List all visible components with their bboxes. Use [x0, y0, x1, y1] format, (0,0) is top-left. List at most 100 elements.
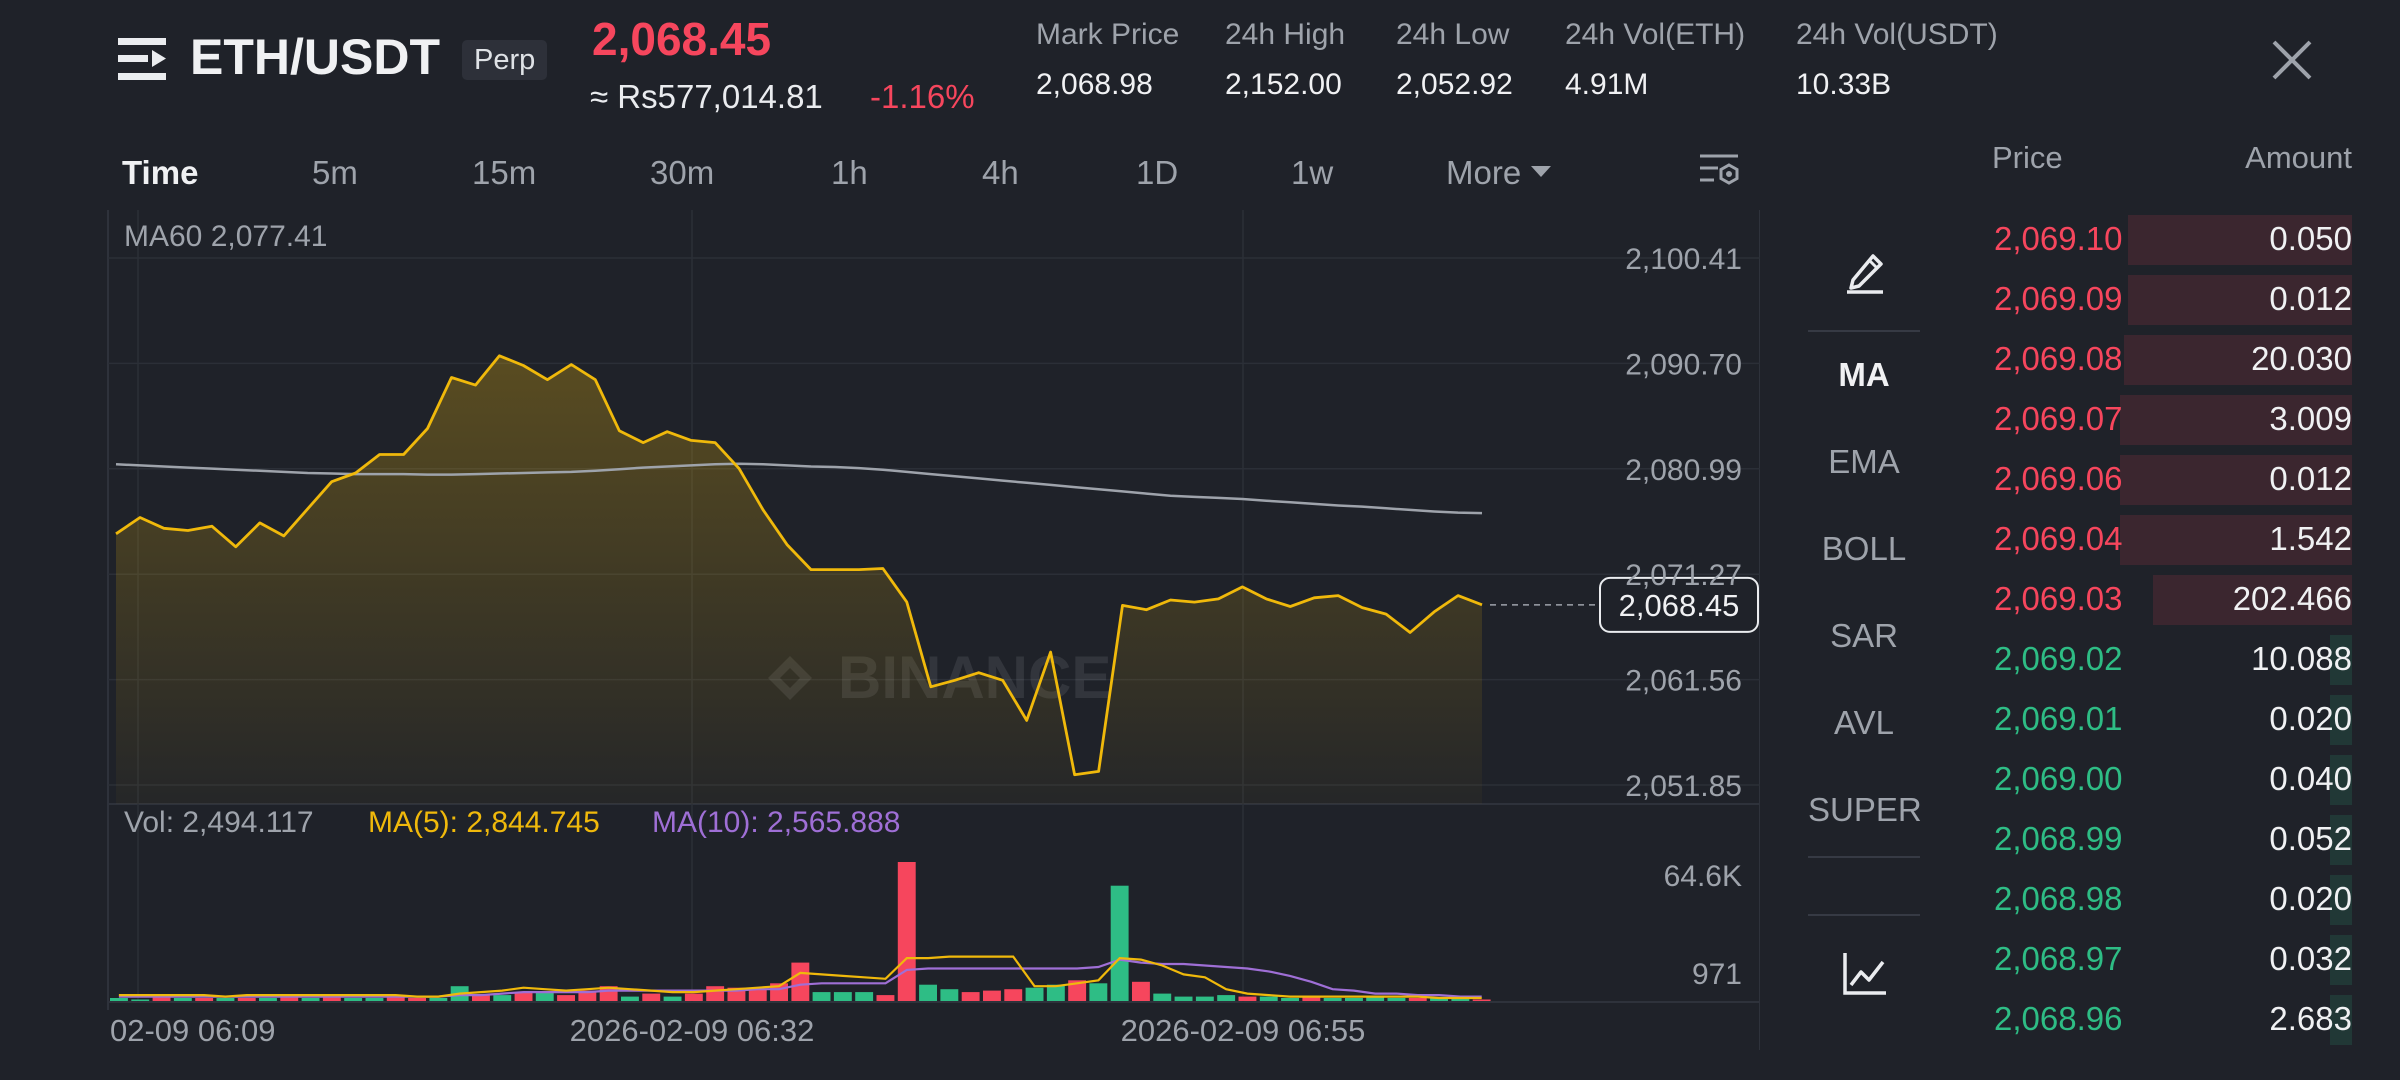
- stat-value: 4.91M: [1565, 68, 1649, 101]
- indicator-ema[interactable]: EMA: [1828, 443, 1900, 480]
- indicator-boll[interactable]: BOLL: [1821, 530, 1907, 567]
- bid-row[interactable]: 2,069.02 10.088: [1990, 630, 2352, 690]
- pair-symbol[interactable]: ETH/USDT: [190, 29, 440, 85]
- volume-bar: [1345, 998, 1363, 1001]
- volume-bar: [1387, 998, 1406, 1001]
- volume-bar: [110, 998, 128, 1001]
- tab-time[interactable]: Time: [122, 154, 199, 191]
- toolbar-divider: [1808, 914, 1920, 916]
- stat-24h-vol-usdt: 24h Vol(USDT) 10.33B: [1796, 18, 1998, 102]
- time-axis-label: 2026-02-09 06:32: [570, 1013, 815, 1048]
- tab-30m[interactable]: 30m: [650, 154, 715, 191]
- price-axis-label: 2,080.99: [1625, 454, 1742, 487]
- vol-ma10-label: MA(10): 2,565.888: [652, 806, 901, 839]
- ma60-line: [115, 462, 1483, 515]
- volume-bars: [110, 862, 1491, 1001]
- indicator-sar[interactable]: SAR: [1830, 617, 1898, 654]
- tab-1h[interactable]: 1h: [831, 154, 868, 191]
- order-amount: 0.052: [2269, 820, 2352, 857]
- volume-bar: [748, 989, 767, 1001]
- stat-24h-high: 24h High 2,152.00: [1225, 18, 1345, 102]
- stat-label: Mark Price: [1036, 18, 1180, 51]
- ask-row[interactable]: 2,069.10 0.050: [1990, 210, 2352, 270]
- depth-bar: [2127, 215, 2352, 265]
- ask-row[interactable]: 2,069.06 0.012: [1990, 450, 2352, 510]
- depth-bar: [2152, 575, 2352, 625]
- order-price: 2,068.99: [1994, 820, 2123, 857]
- volume-bar: [429, 998, 448, 1001]
- price-axis-label: 2,090.70: [1625, 348, 1742, 381]
- tab-more-label: More: [1446, 154, 1522, 191]
- volume-bar: [365, 998, 384, 1001]
- header: ETH/USDT Perp 2,068.45 ≈ Rs577,014.81 -1…: [0, 0, 2400, 130]
- bid-row[interactable]: 2,068.97 0.032: [1990, 930, 2352, 990]
- chart-settings-icon[interactable]: [1698, 148, 1742, 192]
- order-price: 2,068.97: [1994, 940, 2123, 977]
- vol-ma10-line: [118, 958, 1482, 998]
- indicator-chart-icon[interactable]: [1842, 950, 1888, 996]
- bid-row[interactable]: 2,068.99 0.052: [1990, 810, 2352, 870]
- price-chart[interactable]: BINANCE 2,100.412,090.702,080.992,071.27…: [0, 210, 1761, 1060]
- volume-bar: [1302, 996, 1321, 1001]
- depth-bar: [2330, 695, 2352, 745]
- contract-type-badge: Perp: [462, 40, 548, 80]
- current-price-box: [1599, 576, 1759, 633]
- pencil-icon[interactable]: [1843, 246, 1887, 294]
- menu-icon[interactable]: [118, 36, 168, 82]
- volume-bar: [216, 998, 235, 1001]
- volume-bar: [1323, 998, 1342, 1001]
- indicator-super[interactable]: SUPER: [1808, 791, 1922, 828]
- volume-bar: [195, 998, 214, 1001]
- volume-bar: [514, 992, 533, 1001]
- tab-15m[interactable]: 15m: [472, 154, 537, 191]
- volume-bar: [557, 995, 575, 1001]
- indicator-ma[interactable]: MA: [1838, 356, 1890, 393]
- order-amount: 20.030: [2251, 340, 2352, 377]
- ask-row[interactable]: 2,069.09 0.012: [1990, 270, 2352, 330]
- tab-1w[interactable]: 1w: [1291, 154, 1334, 191]
- stat-value: 2,068.98: [1036, 68, 1153, 101]
- depth-bar: [2120, 395, 2352, 445]
- ask-row[interactable]: 2,069.04 1.542: [1990, 510, 2352, 570]
- volume-bar: [1366, 996, 1385, 1001]
- volume-bar: [876, 995, 895, 1001]
- depth-bar: [2330, 815, 2352, 865]
- price-line: [115, 354, 1483, 777]
- order-price: 2,069.07: [1994, 400, 2123, 437]
- bid-row[interactable]: 2,068.98 0.020: [1990, 870, 2352, 930]
- volume-bar: [1046, 984, 1065, 1001]
- stat-label: 24h High: [1225, 18, 1346, 51]
- ask-row[interactable]: 2,069.07 3.009: [1990, 390, 2352, 450]
- bid-row[interactable]: 2,069.01 0.020: [1990, 690, 2352, 750]
- ask-row[interactable]: 2,069.03 202.466: [1990, 570, 2352, 630]
- bid-row[interactable]: 2,068.96 2.683: [1990, 990, 2352, 1050]
- volume-bar: [1174, 996, 1193, 1001]
- order-amount: 202.466: [2232, 580, 2352, 617]
- ma60-label: MA60 2,077.41: [124, 220, 328, 253]
- volume-bar: [855, 992, 874, 1001]
- volume-bar: [1089, 983, 1108, 1001]
- tab-5m[interactable]: 5m: [312, 154, 358, 191]
- volume-bar: [1259, 996, 1278, 1001]
- tab-4h[interactable]: 4h: [982, 154, 1019, 191]
- tab-more[interactable]: More: [1446, 154, 1552, 192]
- indicator-avl[interactable]: AVL: [1834, 704, 1894, 741]
- depth-bar: [2127, 275, 2352, 325]
- order-price: 2,069.04: [1994, 520, 2123, 557]
- axis-labels: 2,100.41 2,090.70 2,080.99 2,071.27 2,061.56…: [110, 243, 1742, 1048]
- order-amount: 1.542: [2269, 520, 2352, 557]
- volume-bar: [1472, 999, 1491, 1001]
- volume-bar: [386, 996, 405, 1001]
- ask-row[interactable]: 2,069.08 20.030: [1990, 330, 2352, 390]
- stat-label: 24h Vol(ETH): [1565, 18, 1746, 51]
- volume-bar: [663, 996, 682, 1001]
- order-price: 2,069.03: [1994, 580, 2123, 617]
- close-icon[interactable]: [2270, 38, 2314, 82]
- chart-lines: [115, 354, 1759, 804]
- depth-bar: [2120, 455, 2352, 505]
- order-price: 2,069.01: [1994, 700, 2123, 737]
- depth-bar: [2330, 995, 2352, 1045]
- tab-1d[interactable]: 1D: [1136, 154, 1179, 191]
- bid-row[interactable]: 2,069.00 0.040: [1990, 750, 2352, 810]
- vol-ma5-label: MA(5): 2,844.745: [368, 806, 600, 839]
